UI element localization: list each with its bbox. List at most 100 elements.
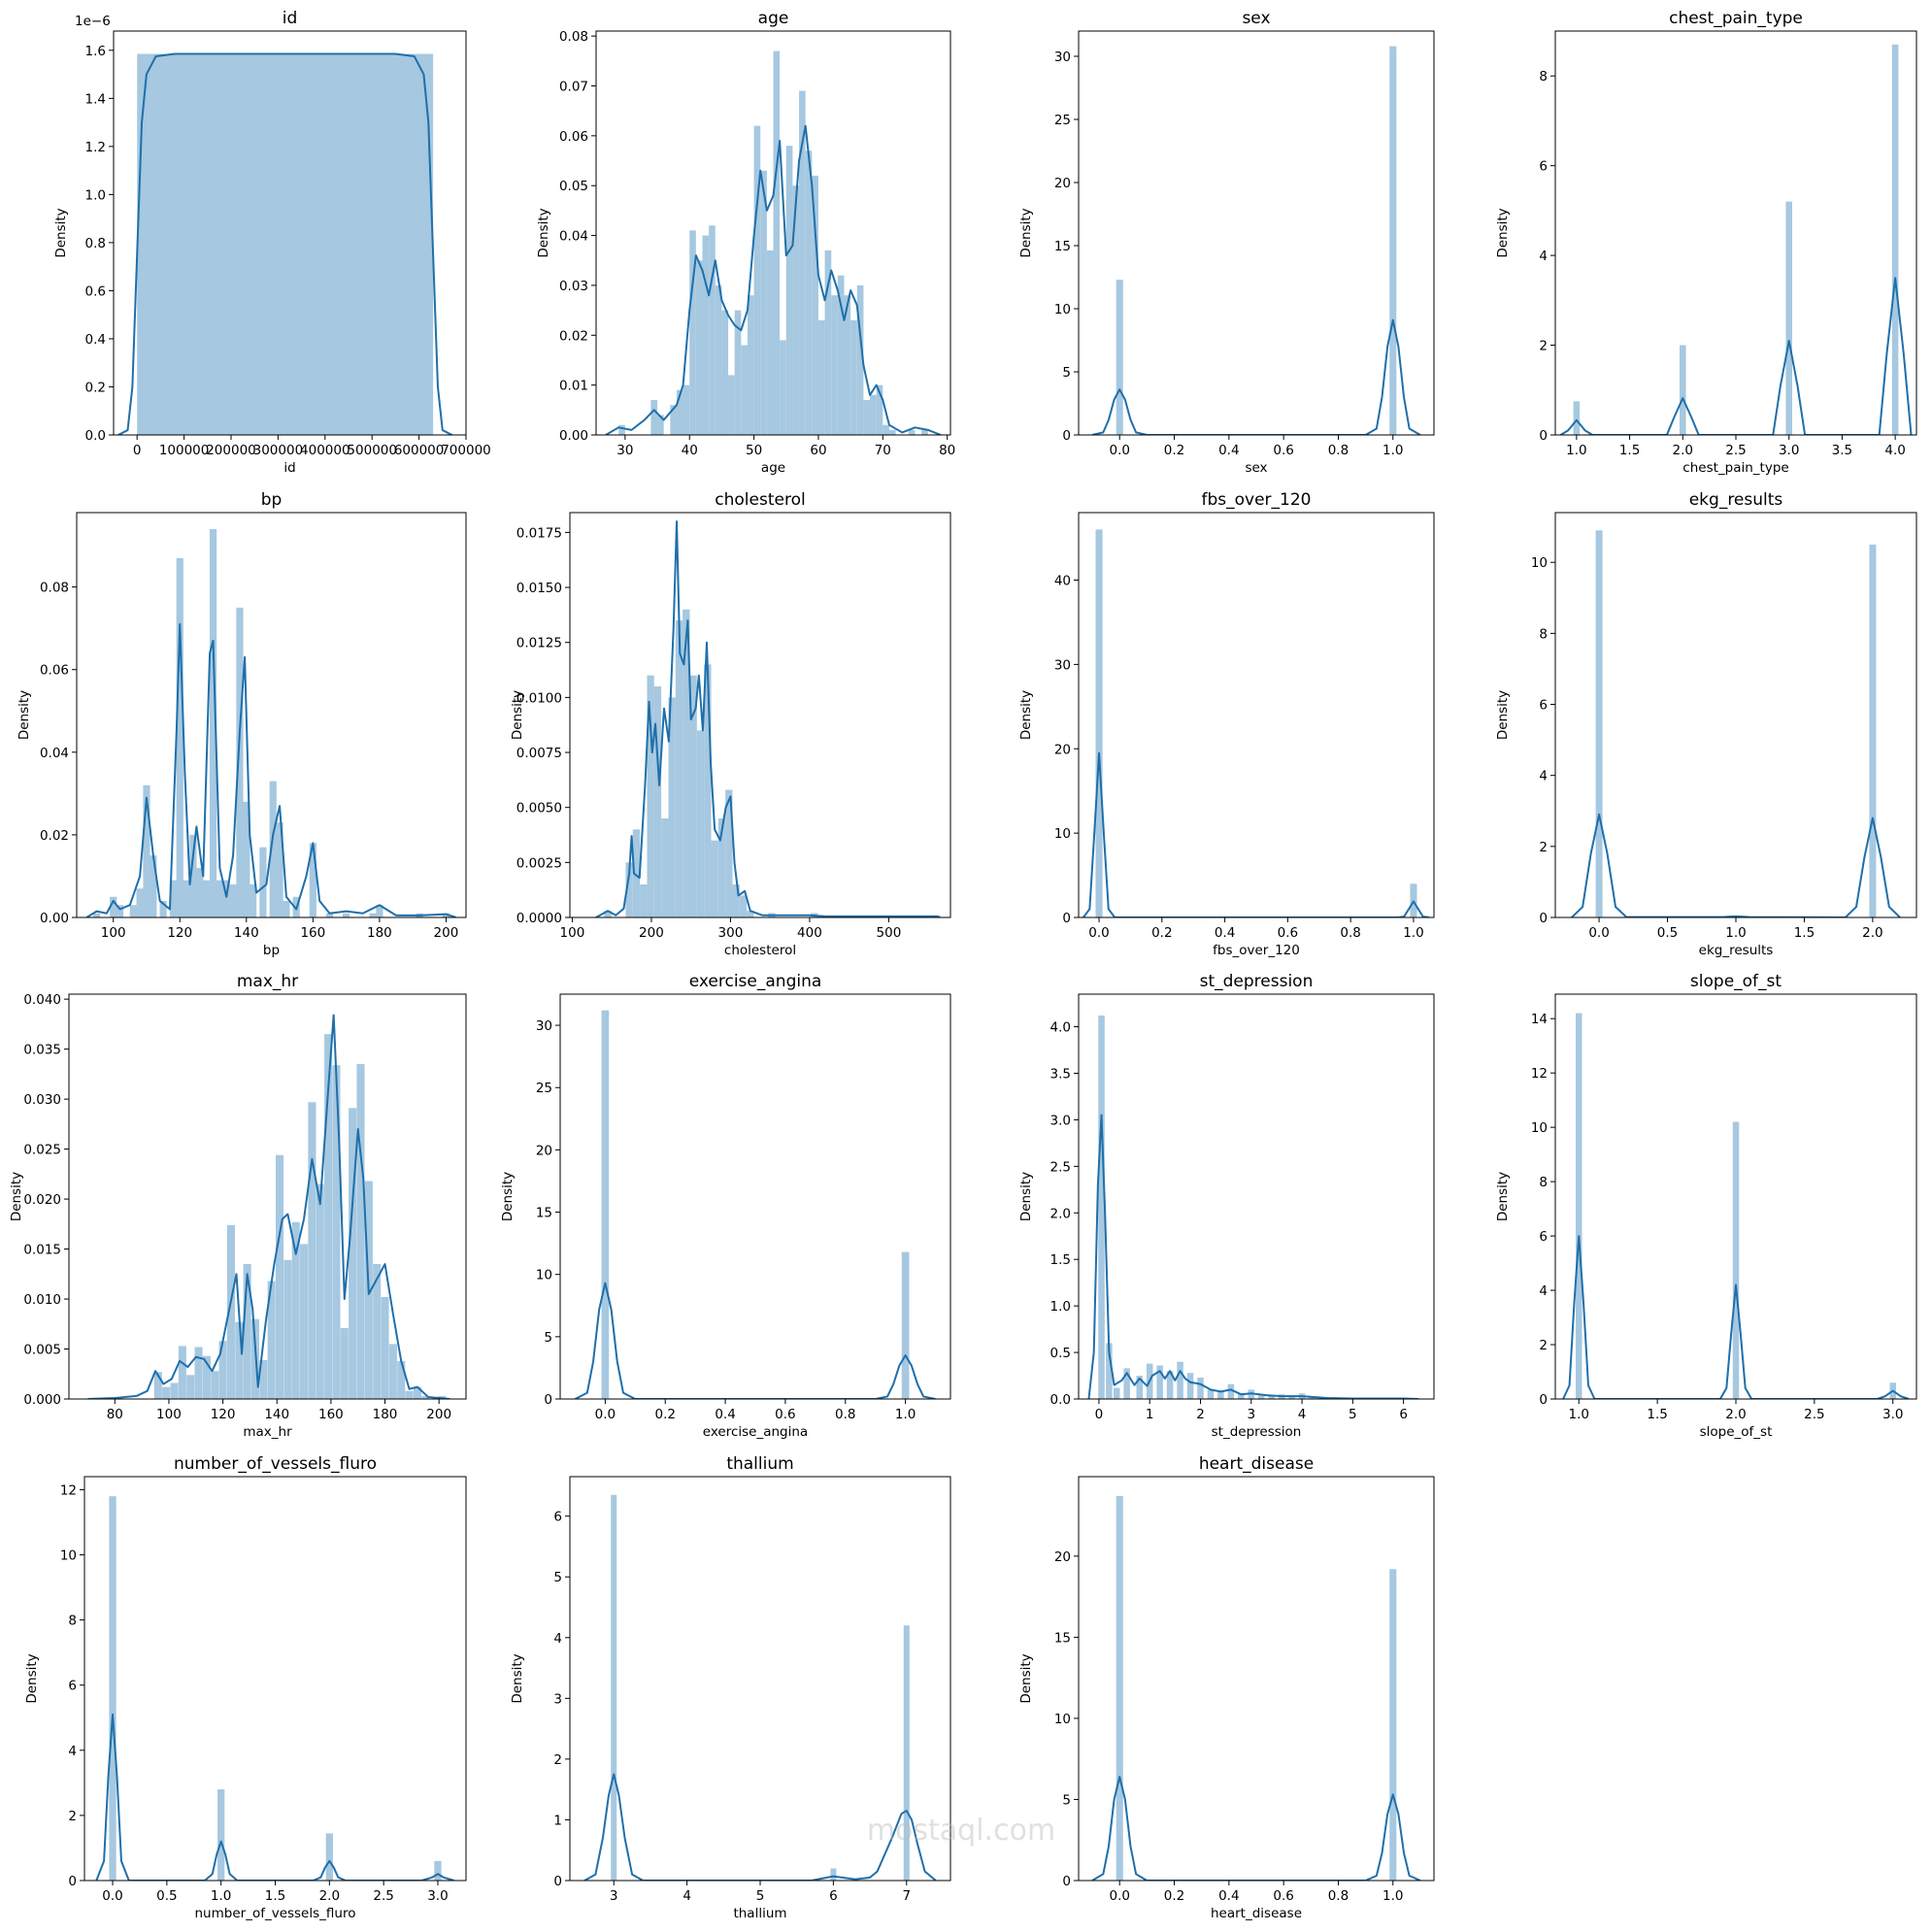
x-tick-label: 300000 [253, 443, 304, 458]
histogram-bar [309, 843, 316, 917]
x-tick-label: 0.8 [1340, 925, 1360, 941]
x-tick-label: 140 [264, 1407, 289, 1422]
y-tick-label: 0.6 [85, 283, 106, 299]
histogram-bar [824, 250, 832, 435]
axes-frame [1078, 1476, 1435, 1882]
x-tick-label: 0.8 [835, 1407, 855, 1422]
histogram-bar [683, 384, 690, 435]
y-tick-label: 3 [553, 1691, 562, 1707]
y-tick-label: 10 [60, 1549, 77, 1564]
y-tick-label: 20 [1054, 742, 1071, 757]
histogram-bar [250, 883, 257, 917]
x-axis-label: number_of_vessels_fluro [195, 1906, 356, 1921]
subplot-ekg_results: 0.0 0.5 1.0 1.5 2.0 0 2 4 6 8 10 ekg_results ekg_res… [1495, 490, 1917, 958]
histogram-bar [632, 829, 641, 917]
histogram-bar [1116, 1496, 1123, 1881]
axes-frame [1078, 512, 1435, 918]
histogram-bar [1113, 1387, 1120, 1399]
y-tick-label: 8 [68, 1614, 77, 1629]
histogram-bar [741, 345, 748, 435]
histogram-bar [704, 664, 712, 917]
histogram-bar [1197, 1377, 1204, 1399]
y-tick-label: 1 [553, 1813, 562, 1828]
y-axis-label: Density [9, 1172, 24, 1221]
kde-line [1083, 751, 1430, 917]
subplot-title: slope_of_st [1690, 972, 1782, 991]
x-tick-label: 0.6 [1273, 1888, 1293, 1904]
x-tick-label: 6 [829, 1888, 838, 1904]
histogram-bar [1288, 1396, 1295, 1399]
histogram-bar [1156, 1365, 1163, 1399]
histogram-bar [442, 913, 450, 917]
y-axis-label: Density [24, 1653, 40, 1703]
subplot-title: thallium [726, 1454, 793, 1474]
histogram-bar [332, 1065, 341, 1399]
y-tick-label: 14 [1531, 1012, 1548, 1027]
x-tick-label: 0.6 [775, 1407, 795, 1422]
subplot-title: cholesterol [715, 490, 805, 510]
histogram-bar [211, 1371, 219, 1399]
y-tick-label: 40 [1054, 574, 1071, 589]
y-tick-label: 4 [68, 1744, 77, 1759]
histogram-bar [837, 275, 845, 435]
histogram-bar [747, 911, 754, 917]
histogram-bar [876, 384, 883, 435]
subplot-number_of_vessels_fluro: 0.0 0.5 1.0 1.5 2.0 2.5 3.0 0 2 4 6 8 10 12 number_of_… [24, 1454, 467, 1921]
histogram-bar [170, 1382, 179, 1399]
axes-frame [1554, 512, 1917, 918]
y-tick-label: 15 [1054, 1630, 1071, 1646]
y-tick-label: 1.0 [85, 187, 106, 203]
y-tick-label: 15 [1054, 239, 1071, 254]
y-tick-label: 6 [1539, 159, 1548, 175]
y-tick-label: 2 [1539, 1338, 1548, 1353]
y-tick-label: 15 [536, 1206, 552, 1221]
histogram-bar [136, 888, 144, 917]
histogram-bar [186, 1375, 195, 1399]
subplot-cholesterol: 100 200 300 400 500 0.0000 0.0025 0.0050 0.0075 0… [510, 490, 951, 958]
histogram-bar [388, 1344, 397, 1399]
y-tick-label: 0 [68, 1874, 77, 1889]
subplot-st_depression: 0 1 2 3 4 5 6 0.0 0.5 1.0 1.5 2.0 2.5 3.0 3.5 4.0 st_dep… [1018, 972, 1435, 1440]
y-tick-label: 0.03 [559, 279, 588, 294]
histogram-bar [732, 884, 740, 917]
histogram-bar [325, 1833, 333, 1881]
y-tick-label: 12 [1531, 1066, 1548, 1082]
x-tick-label: 80 [939, 443, 955, 458]
histogram-bar [1238, 1393, 1245, 1399]
histogram-bar [196, 867, 204, 917]
histogram-bar [830, 1868, 837, 1881]
histogram-bar [209, 529, 217, 917]
histogram-bar [1227, 1383, 1235, 1399]
y-tick-label: 2.0 [1050, 1206, 1071, 1221]
histogram-bar [308, 1102, 316, 1399]
histogram-bar [725, 789, 733, 917]
y-tick-label: 0 [544, 1392, 552, 1408]
y-tick-label: 3.5 [1050, 1066, 1071, 1082]
x-axis-label: ekg_results [1699, 943, 1774, 958]
y-tick-label: 0 [1539, 911, 1548, 926]
histogram-bar [717, 818, 726, 917]
kde-line [1571, 813, 1901, 917]
y-tick-label: 3.0 [1050, 1113, 1071, 1128]
y-tick-label: 1.0 [1050, 1299, 1071, 1315]
y-tick-label: 10 [1054, 1712, 1071, 1727]
x-tick-label: 2.0 [1725, 1407, 1746, 1422]
x-tick-label: 30 [616, 443, 633, 458]
y-tick-label: 4 [553, 1631, 562, 1647]
histogram-bar [1891, 44, 1899, 435]
x-tick-label: 0.2 [1164, 1888, 1184, 1904]
histogram-bar [324, 1034, 333, 1399]
histogram-bar [1098, 1016, 1105, 1399]
histogram-bar [702, 235, 710, 435]
y-axis-label: Density [17, 690, 32, 740]
x-tick-label: 1.5 [1619, 443, 1640, 458]
y-tick-label: 4 [1539, 249, 1548, 264]
kde-line [1087, 1114, 1419, 1399]
y-tick-label: 1.2 [85, 140, 106, 155]
histogram-bar [715, 284, 722, 435]
x-tick-label: 2.5 [1804, 1407, 1824, 1422]
histogram-bar [1268, 1395, 1275, 1399]
histogram-bar [604, 911, 612, 917]
histogram-bar [689, 230, 696, 435]
x-tick-label: 160 [300, 925, 325, 941]
